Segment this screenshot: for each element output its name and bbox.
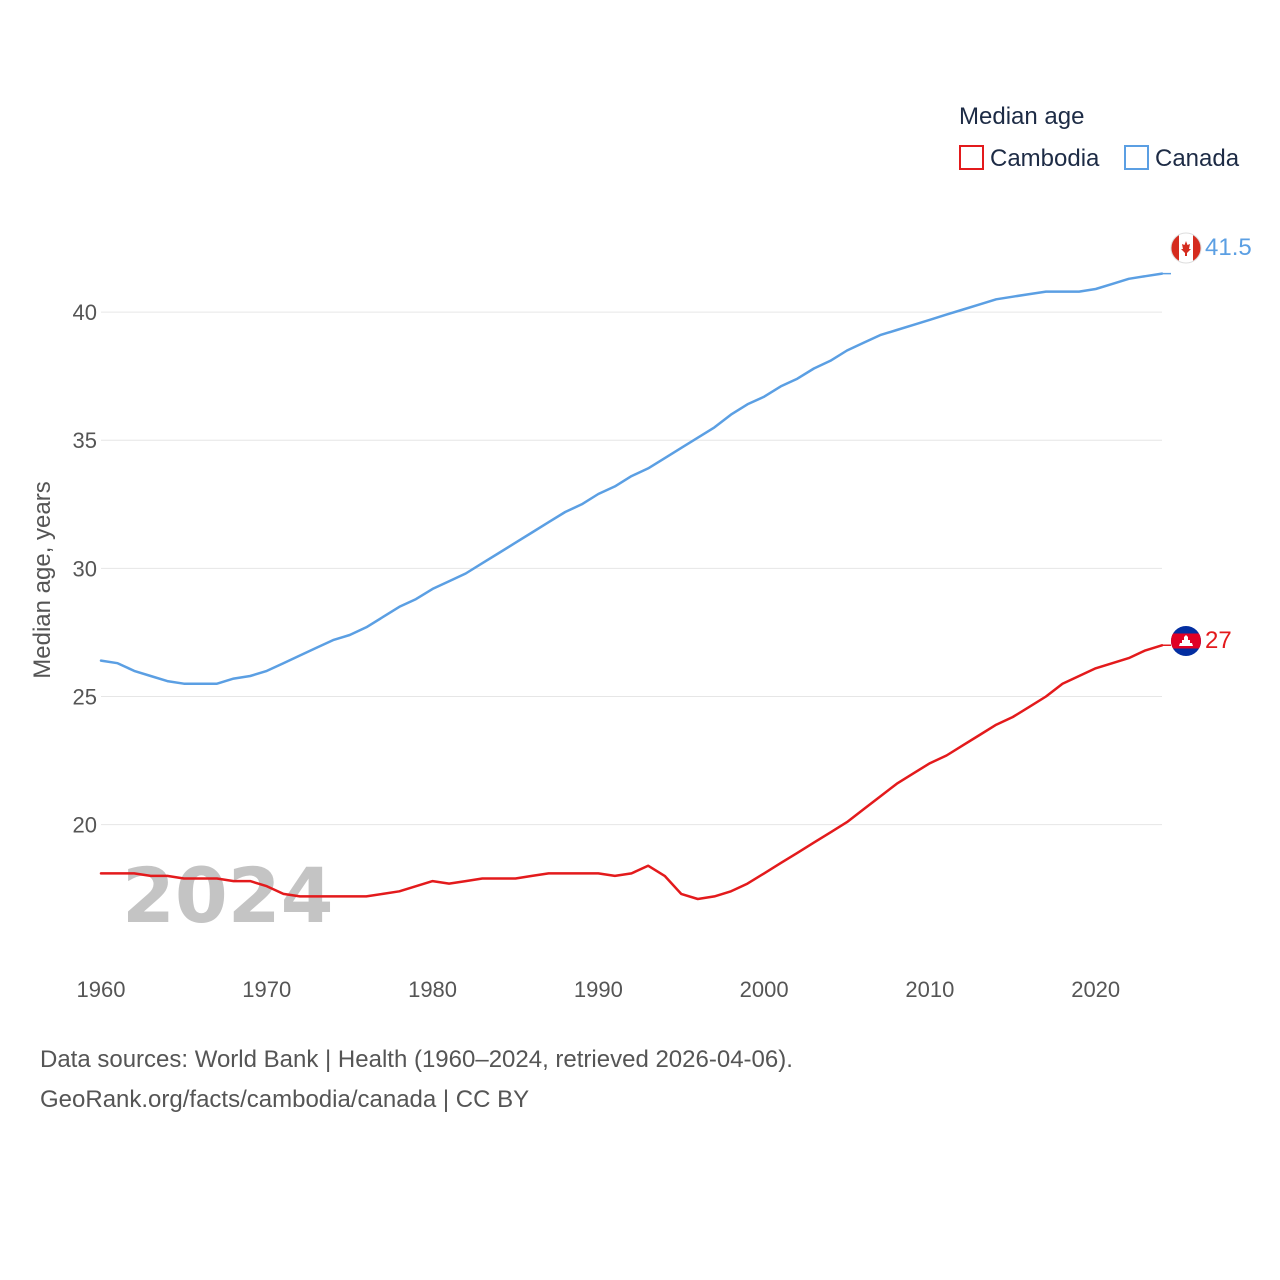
y-tick-label-20: 20 bbox=[73, 813, 97, 838]
canada-flag-icon bbox=[1170, 232, 1202, 264]
legend-label-canada: Canada bbox=[1155, 145, 1240, 172]
x-tick-label-2000: 2000 bbox=[740, 977, 789, 1002]
x-axis: 1960 1970 1980 1990 2000 2010 2020 bbox=[77, 977, 1121, 1002]
x-tick-label-2010: 2010 bbox=[905, 977, 954, 1002]
x-tick-label-1990: 1990 bbox=[574, 977, 623, 1002]
x-tick-label-1960: 1960 bbox=[77, 977, 126, 1002]
legend-swatch-canada bbox=[1124, 145, 1149, 170]
y-tick-label-40: 40 bbox=[73, 300, 97, 325]
legend-title: Median age bbox=[959, 103, 1084, 130]
legend-item-canada[interactable]: Canada bbox=[1124, 145, 1240, 172]
grid bbox=[101, 311, 1162, 826]
legend-item-cambodia[interactable]: Cambodia bbox=[959, 145, 1100, 172]
data-sources-note: Data sources: World Bank | Health (1960–… bbox=[40, 1046, 793, 1073]
y-tick-label-30: 30 bbox=[73, 556, 97, 581]
x-tick-label-2020: 2020 bbox=[1071, 977, 1120, 1002]
end-label-cambodia: 27 bbox=[1205, 627, 1232, 654]
legend-swatch-cambodia bbox=[959, 145, 984, 170]
series-lines bbox=[99, 272, 1171, 901]
x-tick-label-1980: 1980 bbox=[408, 977, 457, 1002]
series-line-cambodia[interactable] bbox=[99, 644, 1164, 901]
credit-link[interactable]: GeoRank.org/facts/cambodia/canada | CC B… bbox=[40, 1086, 530, 1113]
series-line-canada[interactable] bbox=[99, 272, 1164, 685]
y-tick-label-25: 25 bbox=[73, 685, 97, 710]
legend-label-cambodia: Cambodia bbox=[990, 145, 1100, 172]
x-tick-label-1970: 1970 bbox=[242, 977, 291, 1002]
y-tick-label-35: 35 bbox=[73, 428, 97, 453]
y-axis: 20 25 30 35 40 bbox=[73, 300, 97, 838]
y-axis-title: Median age, years bbox=[29, 481, 56, 678]
end-label-canada: 41.5 bbox=[1205, 234, 1252, 261]
cambodia-flag-icon bbox=[1171, 626, 1201, 656]
legend: Median age Cambodia Canada bbox=[959, 103, 1240, 172]
